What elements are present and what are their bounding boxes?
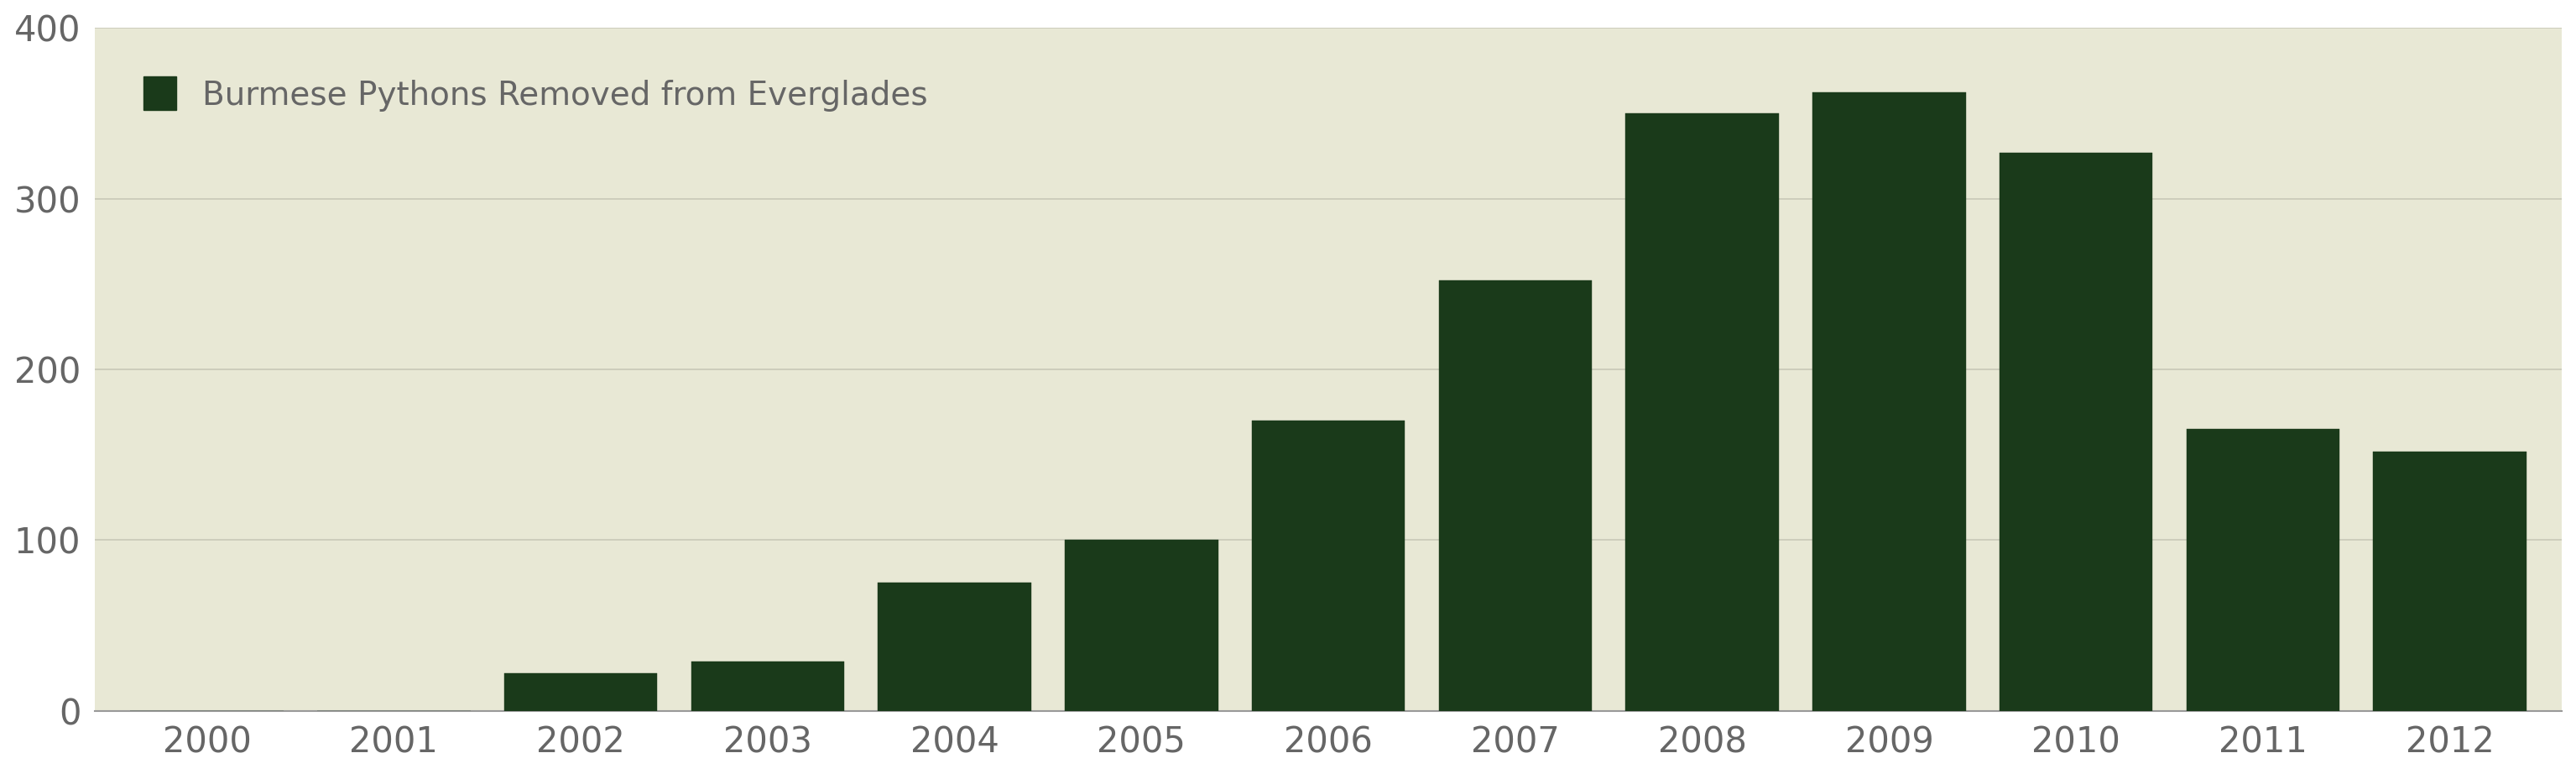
Bar — [1814, 93, 1965, 711]
Bar — [690, 661, 845, 711]
Bar — [1252, 420, 1404, 711]
Bar — [1064, 540, 1218, 711]
Bar — [878, 583, 1030, 711]
Bar — [1625, 113, 1780, 711]
Bar — [1437, 280, 1592, 711]
Bar — [505, 673, 657, 711]
Bar — [2187, 429, 2339, 711]
Legend: Burmese Pythons Removed from Everglades: Burmese Pythons Removed from Everglades — [111, 44, 961, 144]
Bar — [1999, 152, 2154, 711]
Bar — [2372, 451, 2527, 711]
